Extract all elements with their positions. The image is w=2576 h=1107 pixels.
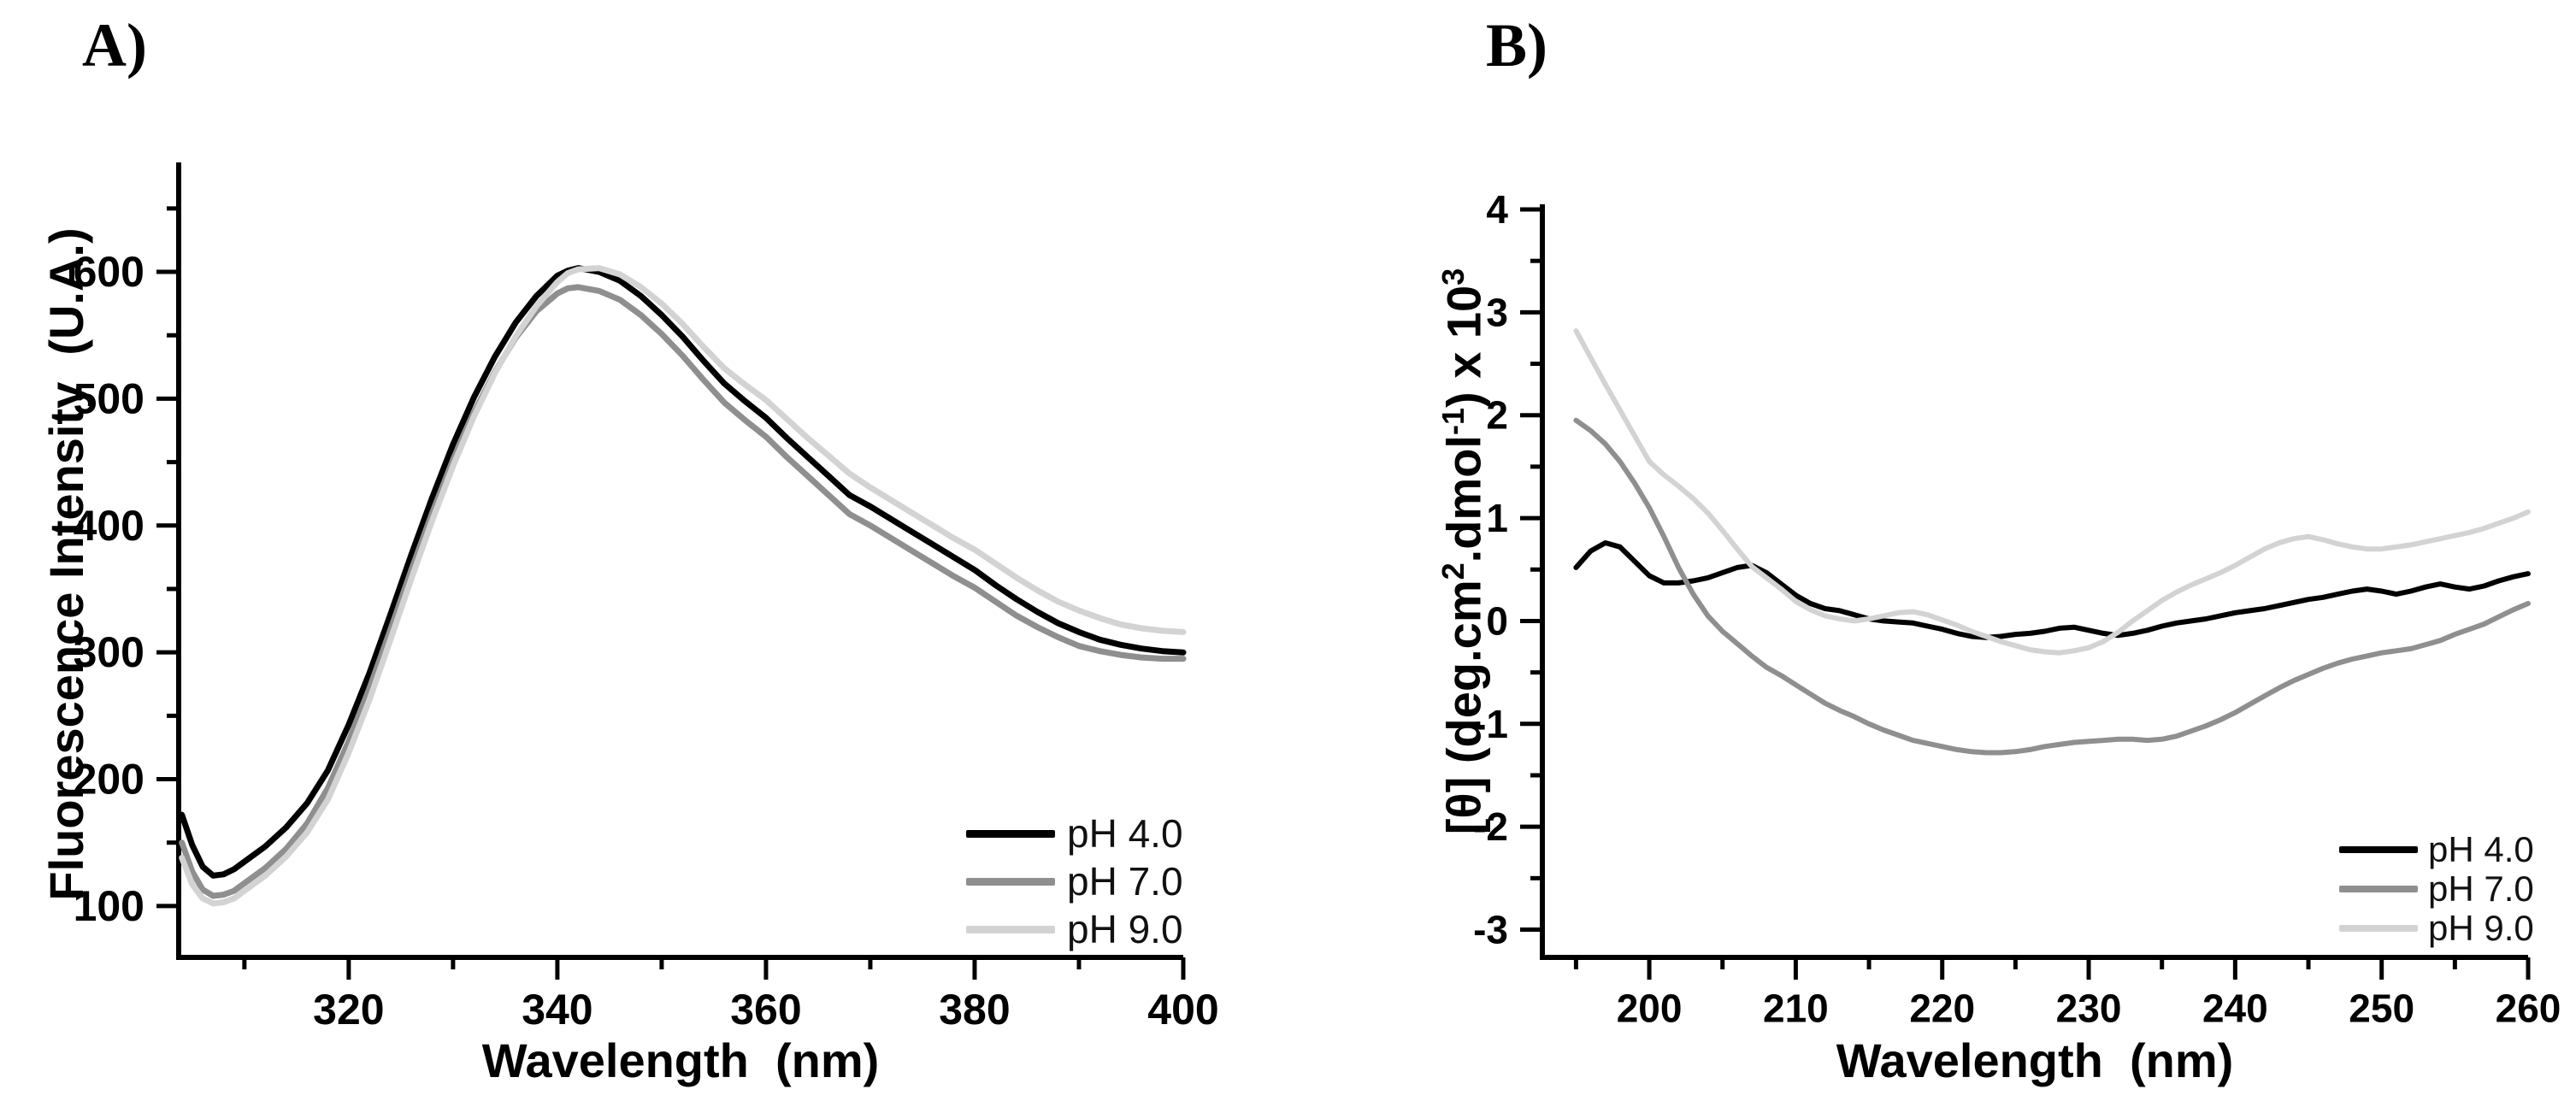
y-tick-label: 100 bbox=[74, 882, 144, 930]
y-tick-label: 600 bbox=[74, 248, 144, 296]
legend-label: pH 7.0 bbox=[2428, 869, 2534, 909]
x-tick-label: 230 bbox=[2056, 986, 2122, 1031]
x-tick-label: 260 bbox=[2496, 986, 2561, 1031]
series-line-ph-7.0 bbox=[1573, 417, 2531, 756]
legend-line-swatch bbox=[2339, 846, 2418, 853]
series-line-ph-4.0 bbox=[179, 265, 1187, 879]
legend-label: pH 9.0 bbox=[1067, 907, 1183, 951]
legend-item: pH 7.0 bbox=[966, 857, 1183, 905]
y-axis-label-b-sup2: 2 bbox=[1435, 562, 1471, 580]
y-axis-label-b-supm1: -1 bbox=[1435, 408, 1471, 436]
legend-b: pH 4.0 pH 7.0 pH 9.0 bbox=[2339, 829, 2534, 948]
panel-letter-a: A) bbox=[82, 11, 147, 79]
y-axis-label-b-text: [θ] (deg.cm bbox=[1436, 580, 1491, 835]
legend-item: pH 4.0 bbox=[2339, 829, 2534, 869]
x-tick-label: 380 bbox=[939, 986, 1010, 1033]
series-line-ph-7.0 bbox=[179, 284, 1187, 899]
series-line-ph-4.0 bbox=[1573, 540, 2531, 640]
y-axis-label-b-text3: ) x 10 bbox=[1436, 285, 1491, 409]
legend-item: pH 4.0 bbox=[966, 810, 1183, 857]
y-tick-label: 1 bbox=[1486, 496, 1508, 540]
y-axis-label-b-text2: .dmol bbox=[1436, 435, 1491, 563]
y-axis-label-b: [θ] (deg.cm2.dmol-1) x 103 bbox=[1415, 73, 1492, 1030]
y-tick-label: 400 bbox=[74, 502, 144, 550]
y-tick-label: 500 bbox=[74, 374, 144, 422]
legend-item: pH 9.0 bbox=[966, 905, 1183, 953]
axis-lines bbox=[176, 162, 1183, 960]
axis-lines bbox=[1540, 204, 2528, 960]
legend-line-swatch bbox=[966, 925, 1055, 933]
legend-item: pH 7.0 bbox=[2339, 869, 2534, 909]
x-axis-label-a: Wavelength (nm) bbox=[424, 1033, 937, 1088]
legend-item: pH 9.0 bbox=[2339, 908, 2534, 948]
series-line-ph-9.0 bbox=[179, 265, 1187, 907]
legend-label: pH 4.0 bbox=[1067, 811, 1183, 856]
legend-line-swatch bbox=[966, 829, 1055, 838]
x-tick-label: 400 bbox=[1147, 986, 1218, 1033]
x-tick-label: 340 bbox=[522, 986, 592, 1033]
legend-line-swatch bbox=[966, 877, 1055, 886]
x-tick-label: 240 bbox=[2202, 986, 2268, 1031]
x-tick-label: 320 bbox=[313, 986, 384, 1033]
x-tick-label: 220 bbox=[1909, 986, 1975, 1031]
legend-line-swatch bbox=[2339, 886, 2418, 892]
y-tick-label: 2 bbox=[1486, 393, 1508, 438]
y-tick-label: -3 bbox=[1473, 908, 1508, 952]
y-axis-label-b-sup3: 3 bbox=[1435, 268, 1471, 286]
series-line-ph-9.0 bbox=[1573, 328, 2531, 656]
y-tick-label: 300 bbox=[74, 628, 144, 676]
legend-label: pH 9.0 bbox=[2428, 908, 2534, 948]
x-tick-label: 200 bbox=[1617, 986, 1683, 1031]
y-tick-label: 3 bbox=[1486, 290, 1508, 334]
y-tick-label: -1 bbox=[1473, 702, 1508, 746]
x-axis-label-a-text: Wavelength (nm) bbox=[481, 1033, 880, 1087]
legend-line-swatch bbox=[2339, 925, 2418, 932]
y-tick-label: 200 bbox=[74, 756, 144, 804]
legend-a: pH 4.0 pH 7.0 pH 9.0 bbox=[966, 810, 1183, 953]
x-tick-label: 360 bbox=[730, 986, 801, 1033]
legend-label: pH 7.0 bbox=[1067, 859, 1183, 904]
y-tick-label: 0 bbox=[1486, 598, 1508, 643]
x-tick-label: 250 bbox=[2349, 986, 2414, 1031]
y-tick-label: -2 bbox=[1473, 804, 1508, 849]
x-axis-label-b-text: Wavelength (nm) bbox=[1836, 1033, 2234, 1087]
legend-label: pH 4.0 bbox=[2428, 829, 2534, 869]
y-tick-label: 4 bbox=[1486, 187, 1508, 232]
x-axis-label-b: Wavelength (nm) bbox=[1778, 1033, 2291, 1088]
x-tick-label: 210 bbox=[1763, 986, 1829, 1031]
panel-letter-b: B) bbox=[1486, 11, 1547, 79]
